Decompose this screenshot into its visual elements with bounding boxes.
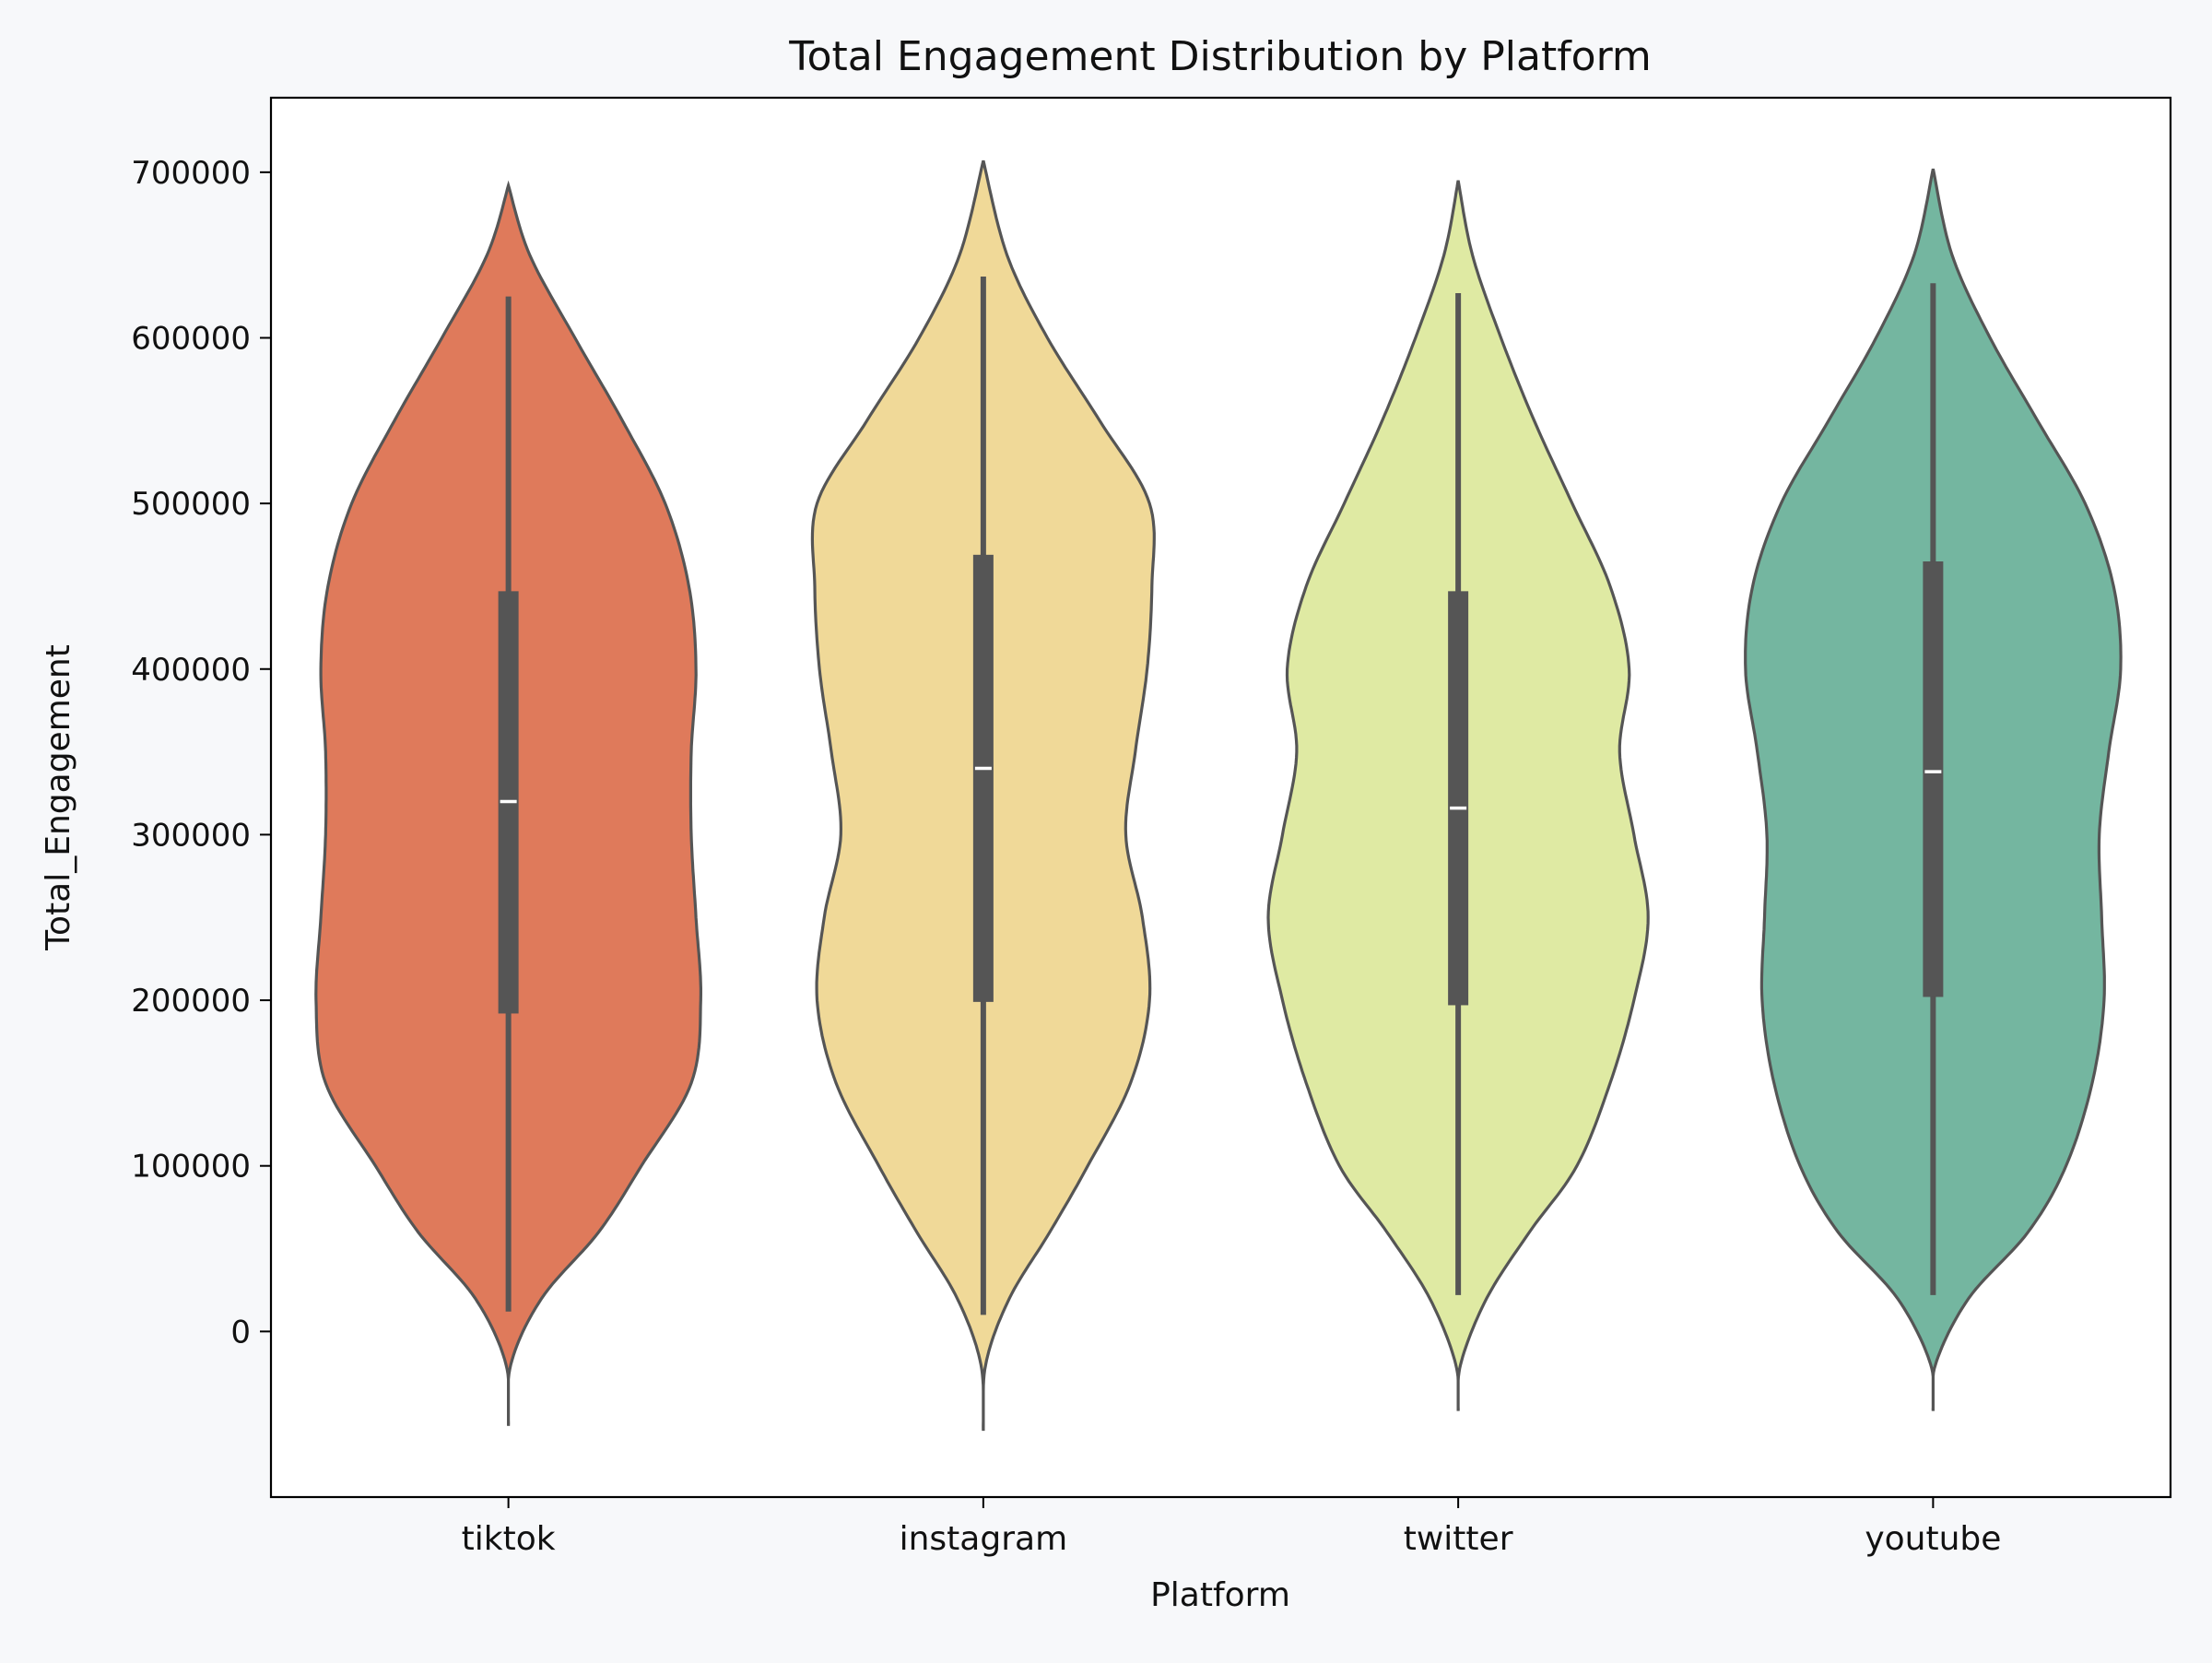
chart-title: Total Engagement Distribution by Platfor… [788,33,1652,80]
x-tick-label: youtube [1865,1520,2001,1558]
y-tick-label: 300000 [131,817,251,854]
x-tick-label: tiktok [462,1520,556,1558]
iqr-box-instagram [972,554,994,1002]
y-tick-label: 500000 [131,486,251,523]
y-axis: 0 100000 200000 300000 400000 500000 600000 700… [131,155,271,1350]
y-tick-label: 400000 [131,652,251,689]
plot-frame [269,96,2172,1499]
x-tick-label: twitter [1404,1520,1513,1558]
y-tick-label: 600000 [131,320,251,357]
y-tick-label: 0 [230,1314,251,1350]
x-tick-label: instagram [900,1520,1068,1558]
y-tick-label: 100000 [131,1149,251,1185]
y-tick-label: 700000 [131,155,251,192]
iqr-box-youtube [1923,561,1944,997]
box-layer [498,277,1944,1315]
x-axis: tiktok instagram twitter youtube [462,1497,2001,1558]
y-axis-label: Total_Engagement [40,644,77,951]
iqr-box-twitter [1448,591,1469,1006]
y-tick-label: 200000 [131,983,251,1020]
x-axis-label: Platform [1150,1576,1290,1614]
